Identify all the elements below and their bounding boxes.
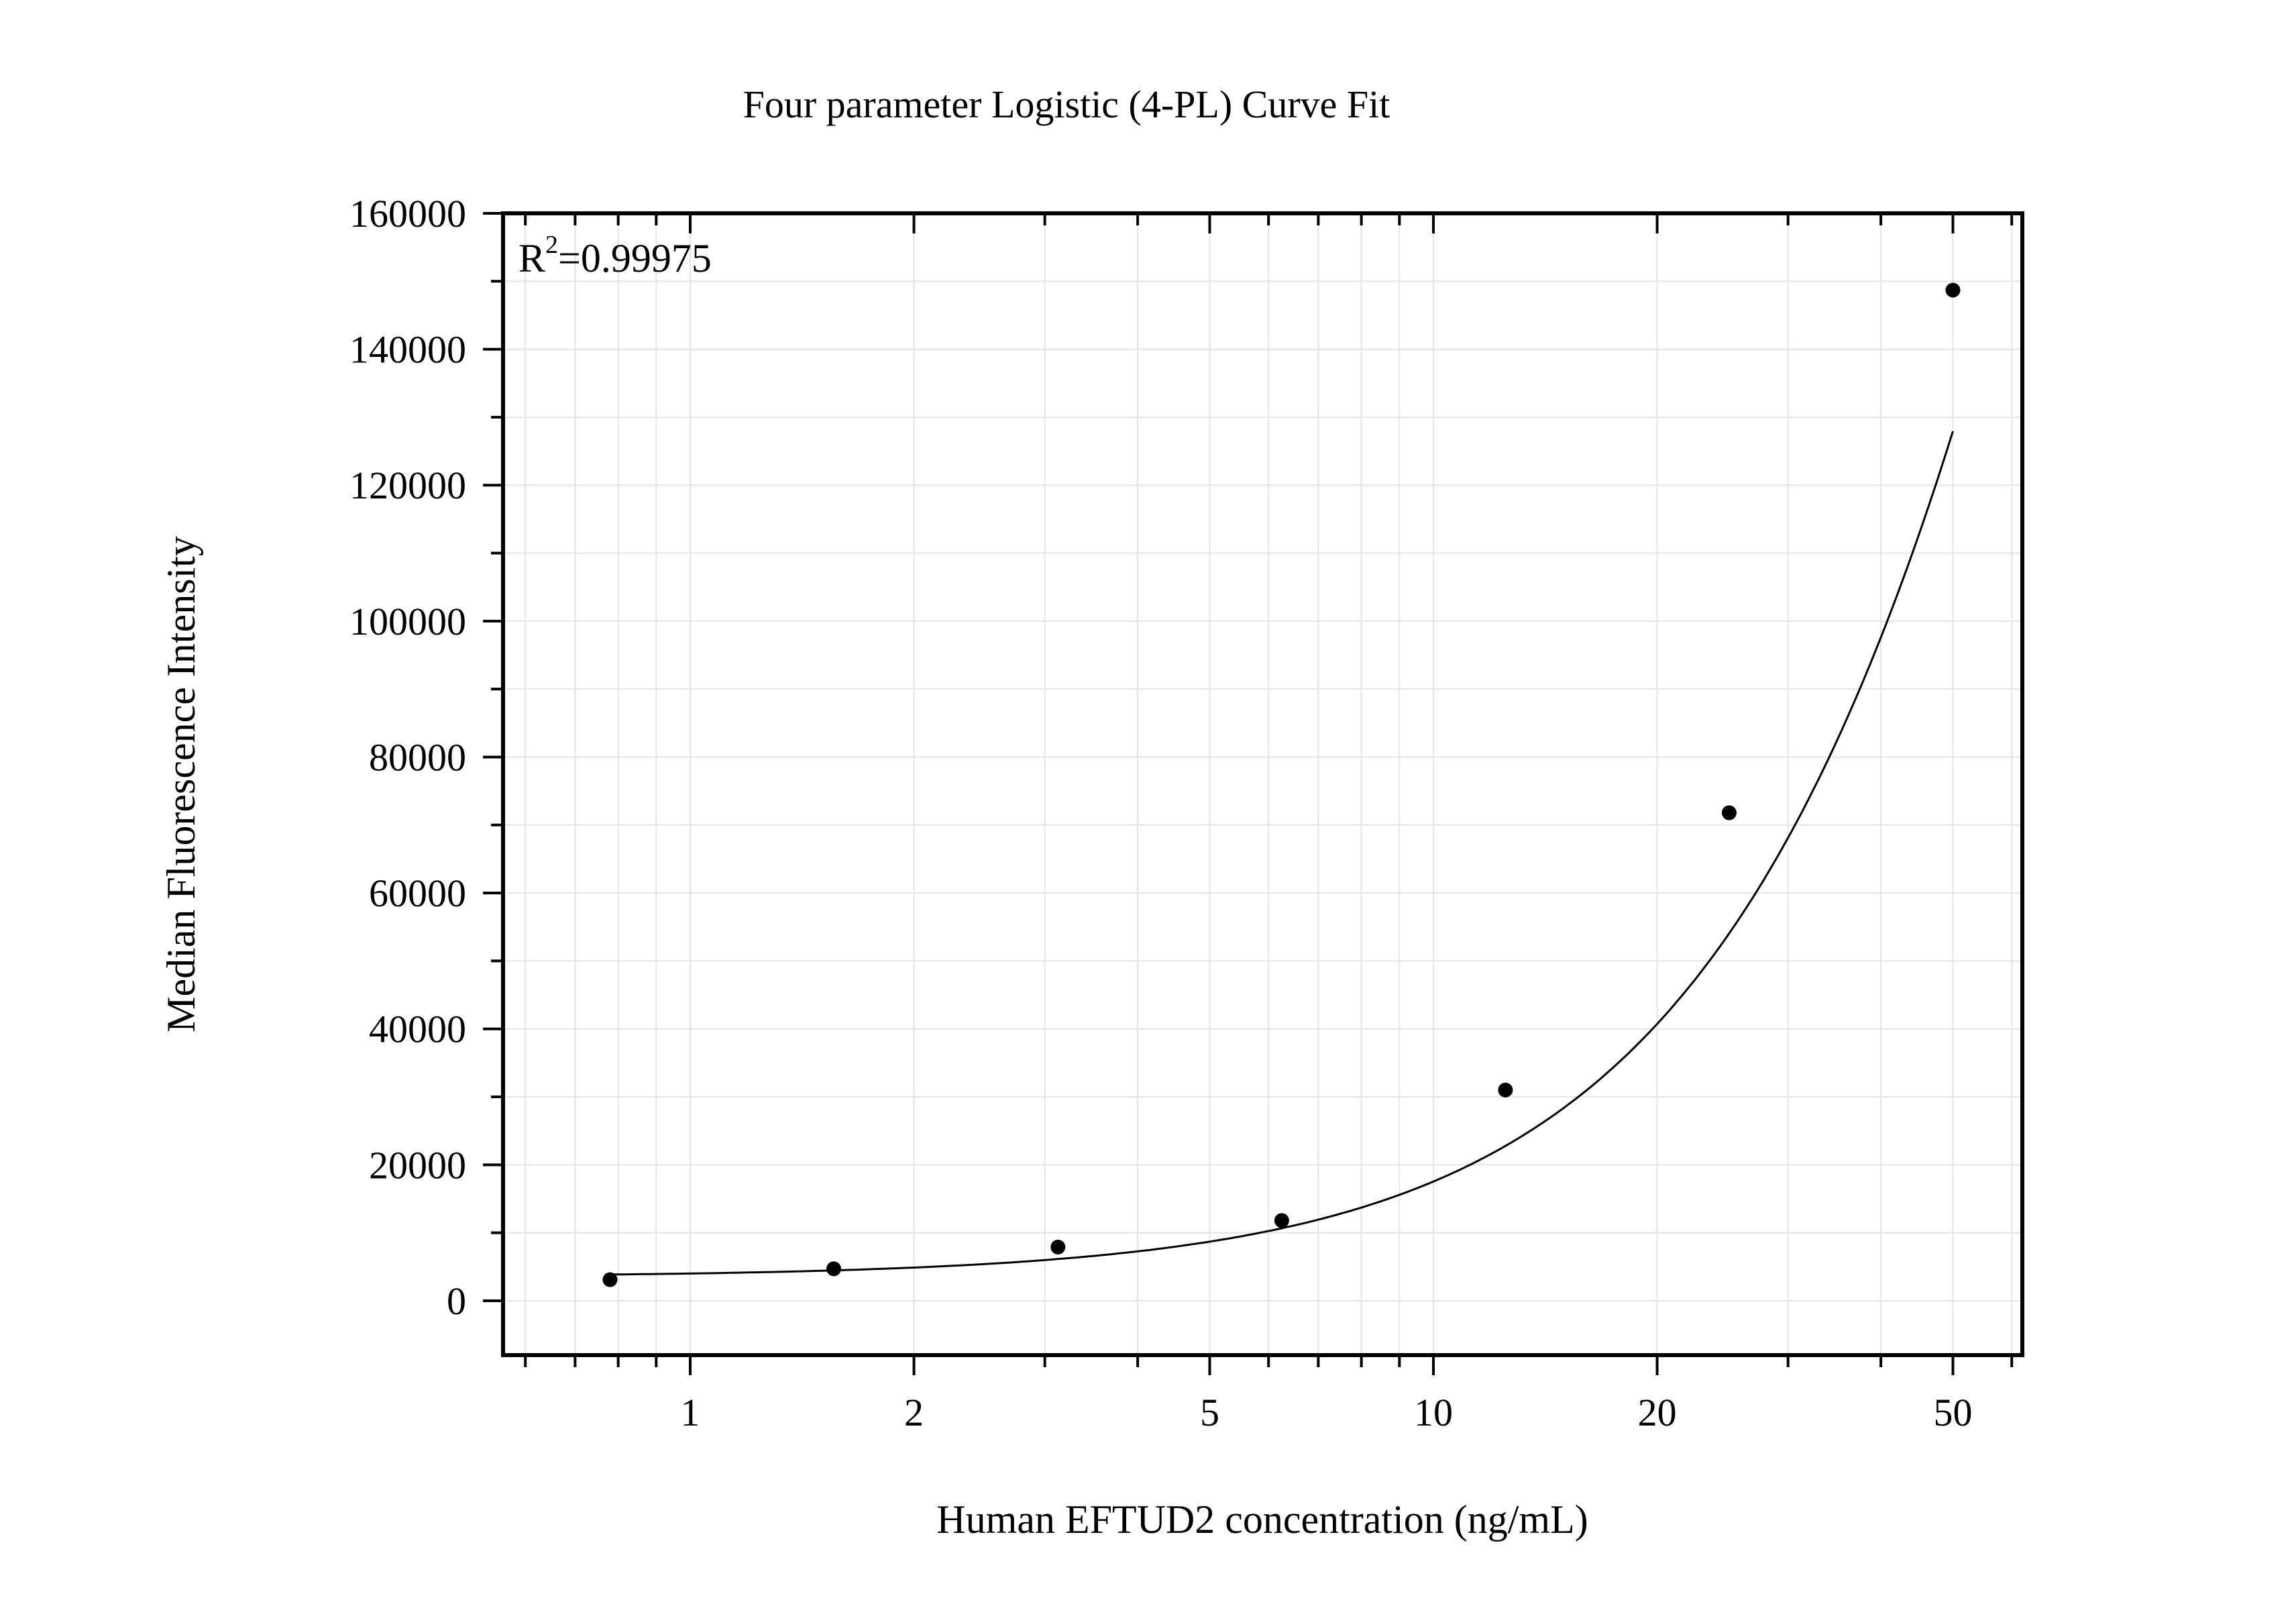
r-squared-annotation: R2=0.99975 xyxy=(518,231,712,280)
r-squared-base: R xyxy=(518,236,545,280)
x-tick-label: 50 xyxy=(1933,1391,1972,1434)
fit-curve-layer xyxy=(610,431,1953,1275)
r-squared-superscript: 2 xyxy=(545,231,558,259)
data-point xyxy=(602,1273,617,1287)
x-tick-label: 20 xyxy=(1638,1391,1677,1434)
data-points xyxy=(602,282,1960,1287)
fit-curve xyxy=(610,431,1953,1275)
plot-frame xyxy=(503,213,2022,1355)
grid-lines xyxy=(503,213,2022,1355)
y-axis: 0 20000 40000 60000 80000 100000 120000 140000 1… xyxy=(349,192,503,1323)
y-tick-label: 100000 xyxy=(349,600,466,643)
y-tick-label: 0 xyxy=(447,1279,466,1323)
y-tick-label: 160000 xyxy=(349,192,466,235)
data-point xyxy=(826,1261,841,1276)
x-tick-label: 10 xyxy=(1414,1391,1453,1434)
data-point xyxy=(1050,1240,1065,1254)
x-tick-label: 5 xyxy=(1200,1391,1219,1434)
data-point xyxy=(1945,282,1960,297)
data-point xyxy=(1722,806,1737,820)
y-tick-label: 140000 xyxy=(349,328,466,372)
y-tick-label: 60000 xyxy=(369,871,466,915)
x-tick-label: 2 xyxy=(904,1391,924,1434)
y-tick-label: 20000 xyxy=(369,1143,466,1187)
data-point xyxy=(1274,1213,1289,1228)
x-axis-label: Human EFTUD2 concentration (ng/mL) xyxy=(936,1497,1588,1542)
y-tick-label: 40000 xyxy=(369,1008,466,1051)
y-axis-label: Median Fluorescence Intensity xyxy=(159,536,203,1032)
data-point xyxy=(1498,1083,1513,1098)
chart-title: Four parameter Logistic (4-PL) Curve Fit xyxy=(743,83,1390,126)
y-tick-label: 120000 xyxy=(349,464,466,507)
x-tick-label: 1 xyxy=(681,1391,700,1434)
r-squared-value: =0.99975 xyxy=(558,236,712,280)
y-tick-label: 80000 xyxy=(369,735,466,779)
